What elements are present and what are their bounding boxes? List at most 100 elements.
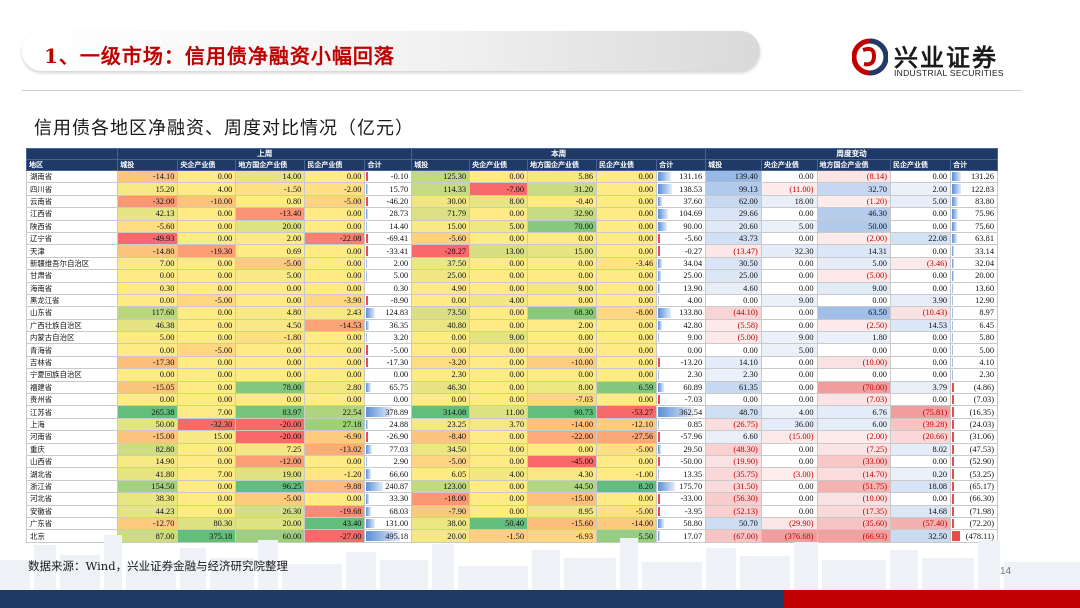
value-cell: 5.00: [889, 194, 952, 209]
total-value: 0.00: [393, 395, 409, 405]
value-cell: 0.00: [235, 281, 306, 295]
value-cell: 131.26: [950, 169, 998, 184]
value-cell: 4.00: [469, 293, 529, 308]
value-cell: 14.31: [816, 244, 891, 258]
value-cell: 3.79: [889, 380, 952, 395]
value-cell: (16.35): [950, 405, 998, 419]
total-value: (52.90): [969, 457, 994, 467]
total-value: 131.16: [679, 172, 703, 182]
table-row: 湖北省 41.80 7.00 19.00 -1.20 66.60 6.05 4.00 4.30-…: [25, 467, 998, 481]
region-name: 山东省: [25, 306, 119, 320]
data-bar: [366, 295, 369, 306]
total-value: 175.70: [679, 481, 703, 491]
value-cell: (29.90): [760, 516, 818, 531]
value-cell: (52.13): [705, 504, 762, 518]
value-cell: 26.30: [235, 504, 306, 518]
value-cell: 2.43: [304, 306, 366, 320]
value-cell: 4.00: [469, 467, 529, 481]
value-cell: 0.00: [889, 269, 952, 283]
value-cell: (39.28): [889, 417, 952, 432]
table-row: 黑龙江省 0.00 -5.00 0.00 -3.90 -8.90 0.00 4.00 0.00 0…: [25, 293, 998, 308]
value-cell: -69.41: [364, 231, 413, 246]
total-value: -57.96: [680, 432, 703, 442]
value-cell: 68.30: [527, 306, 598, 320]
value-cell: (7.25): [816, 442, 891, 457]
data-bar: [952, 395, 955, 405]
table-row: 陕西省 -5.60 0.00 20.00 0.00 14.40 15.00 5.00 70.00…: [25, 219, 998, 233]
value-cell: 0.00: [705, 293, 762, 308]
total-value: -46.20: [386, 196, 409, 206]
value-cell: 36.35: [364, 318, 413, 333]
value-cell: (5.00): [705, 331, 762, 345]
company-logo: 兴业证券 INDUSTRIAL SECURITIES: [852, 36, 1012, 82]
value-cell: 4.00: [177, 182, 237, 196]
value-cell: 14.00: [235, 169, 306, 184]
region-financing-table: 上周 本周 周度变动 地区 城投 央企产业债 地方国企产业债 民企产业债 合计 城投 央企产业债 地方…: [25, 148, 998, 543]
total-value: (71.98): [969, 506, 994, 516]
total-value: 65.75: [389, 382, 409, 392]
region-name: 江苏省: [25, 405, 119, 419]
value-cell: -1.20: [304, 467, 366, 481]
value-cell: (2.00): [816, 430, 891, 444]
value-cell: 0.00: [235, 293, 306, 308]
table-row: 广东省 -12.70 80.30 20.00 43.40 131.00 38.00 50.40…: [25, 516, 998, 531]
value-cell: -10.00: [177, 194, 237, 209]
value-cell: 15.20: [117, 182, 179, 196]
value-cell: 154.50: [117, 479, 179, 494]
value-cell: 14.40: [364, 219, 413, 233]
value-cell: 0.00: [760, 368, 818, 382]
value-cell: 6.59: [596, 380, 658, 395]
value-cell: -20.00: [235, 417, 306, 432]
table-row: 内蒙古自治区 5.00 0.00 -1.80 0.00 3.20 0.00 9.00 0.00 0…: [25, 331, 998, 345]
value-cell: 0.00: [469, 492, 529, 506]
value-cell: 6.00: [816, 417, 891, 432]
value-cell: 14.68: [889, 504, 952, 518]
value-cell: -7.90: [411, 504, 471, 518]
slide-title: 1、一级市场：信用债净融资小幅回落: [44, 44, 395, 68]
value-cell: 2.00: [527, 318, 598, 333]
value-cell: 0.69: [235, 244, 306, 258]
value-cell: 0.00: [889, 331, 952, 345]
total-value: 28.73: [389, 209, 409, 219]
title-bar: [22, 31, 760, 71]
value-cell: 40.80: [411, 318, 471, 333]
total-value: 138.53: [679, 184, 703, 194]
data-bar: [366, 506, 372, 516]
value-cell: 48.70: [705, 405, 762, 419]
value-cell: -7.03: [656, 393, 707, 407]
total-value: 2.00: [393, 258, 409, 268]
data-bar: [952, 432, 955, 442]
value-cell: 63.81: [950, 231, 998, 246]
logo-text-cn: 兴业证券: [894, 43, 998, 72]
value-cell: 0.00: [469, 207, 529, 221]
value-cell: 0.00: [889, 244, 952, 258]
value-cell: 82.80: [117, 442, 179, 457]
value-cell: 0.00: [760, 169, 818, 184]
data-bar: [658, 246, 661, 256]
value-cell: 0.00: [177, 318, 237, 333]
region-name: 湖北省: [25, 467, 119, 481]
value-cell: -14.10: [117, 169, 179, 184]
region-name: 天津: [25, 244, 119, 258]
total-value: 14.40: [389, 221, 409, 231]
data-bar: [366, 531, 401, 541]
value-cell: 15.00: [411, 219, 471, 233]
value-cell: 0.00: [177, 393, 237, 407]
value-cell: -5.00: [177, 293, 237, 308]
table-header-columns: 地区 城投 央企产业债 地方国企产业债 民企产业债 合计 城投 央企产业债 地方国企产业债 民企产…: [25, 159, 998, 171]
value-cell: 0.00: [469, 380, 529, 395]
data-bar: [366, 320, 369, 331]
value-cell: (48.30): [705, 442, 762, 457]
total-value: 2.30: [687, 370, 703, 380]
value-cell: 0.00: [596, 219, 658, 233]
total-value: 5.00: [393, 271, 409, 281]
value-cell: -5.00: [235, 256, 306, 271]
region-name: 江西省: [25, 207, 119, 221]
value-cell: 2.00: [364, 256, 413, 271]
value-cell: 0.00: [596, 454, 658, 469]
total-value: (7.03): [973, 395, 994, 405]
value-cell: 77.03: [364, 442, 413, 457]
header-region: 地区: [25, 159, 119, 171]
total-value: -33.41: [386, 246, 409, 256]
value-cell: -3.20: [411, 355, 471, 370]
